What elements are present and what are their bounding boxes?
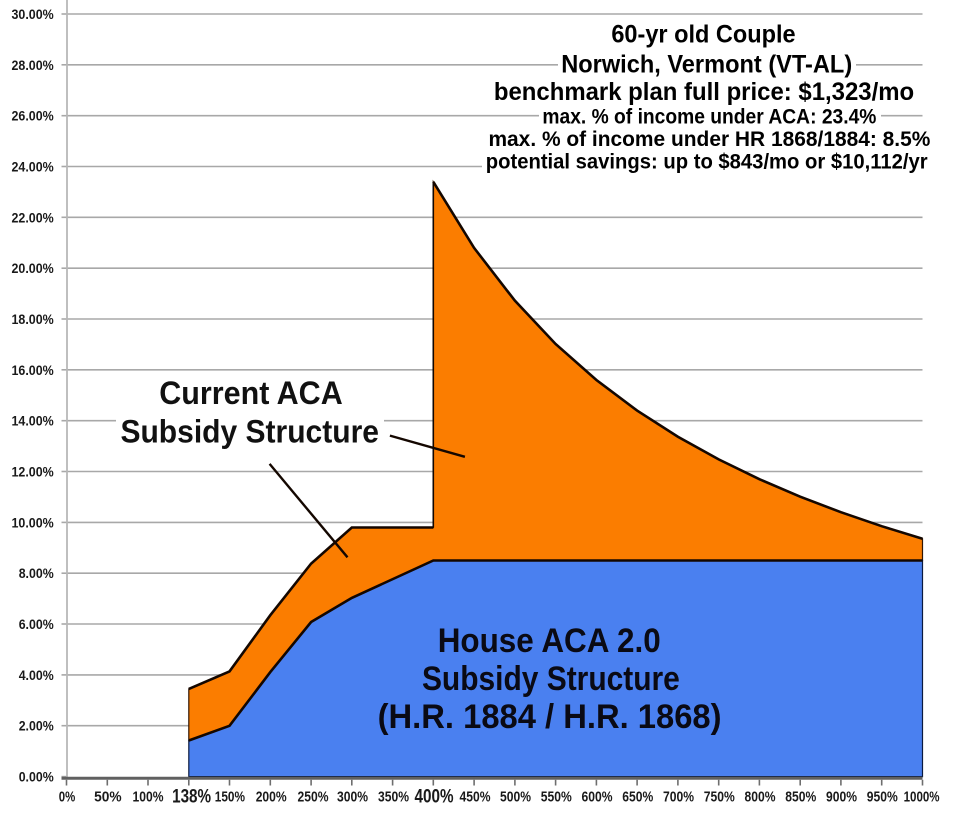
svg-text:max. % of income under HR 1868: max. % of income under HR 1868/1884: 8.5…	[488, 128, 930, 151]
svg-text:18.00%: 18.00%	[12, 311, 55, 327]
svg-text:700%: 700%	[663, 789, 694, 806]
svg-text:500%: 500%	[500, 789, 531, 806]
svg-text:14.00%: 14.00%	[12, 413, 55, 429]
svg-text:750%: 750%	[704, 789, 735, 806]
svg-text:60-yr old Couple: 60-yr old Couple	[611, 21, 795, 49]
svg-text:Current ACA: Current ACA	[159, 375, 342, 411]
svg-text:4.00%: 4.00%	[19, 667, 54, 683]
svg-text:Norwich, Vermont (VT-AL): Norwich, Vermont (VT-AL)	[561, 51, 852, 79]
svg-text:8.00%: 8.00%	[19, 565, 54, 581]
svg-text:26.00%: 26.00%	[12, 108, 55, 124]
svg-text:0.00%: 0.00%	[19, 769, 54, 785]
svg-text:0%: 0%	[59, 789, 76, 806]
svg-text:900%: 900%	[826, 789, 857, 806]
svg-text:950%: 950%	[867, 789, 898, 806]
svg-text:22.00%: 22.00%	[12, 209, 55, 225]
svg-text:House ACA 2.0: House ACA 2.0	[438, 622, 661, 660]
svg-text:(H.R. 1884 / H.R. 1868): (H.R. 1884 / H.R. 1868)	[378, 698, 722, 736]
svg-text:800%: 800%	[745, 789, 776, 806]
svg-text:650%: 650%	[622, 789, 653, 806]
svg-text:100%: 100%	[133, 789, 164, 806]
svg-text:550%: 550%	[541, 789, 572, 806]
svg-text:300%: 300%	[337, 789, 368, 806]
svg-text:16.00%: 16.00%	[12, 362, 55, 378]
svg-text:benchmark plan full price: $1,: benchmark plan full price: $1,323/mo	[494, 78, 914, 106]
svg-text:30.00%: 30.00%	[12, 6, 55, 22]
svg-text:150%: 150%	[215, 789, 245, 806]
svg-text:Subsidy Structure: Subsidy Structure	[120, 414, 379, 450]
svg-text:12.00%: 12.00%	[12, 464, 55, 480]
svg-text:20.00%: 20.00%	[12, 260, 55, 276]
svg-text:350%: 350%	[378, 789, 409, 806]
svg-text:28.00%: 28.00%	[12, 57, 55, 73]
svg-text:450%: 450%	[460, 789, 491, 806]
svg-text:200%: 200%	[256, 789, 287, 806]
svg-text:50%: 50%	[94, 789, 122, 806]
svg-text:1000%: 1000%	[904, 789, 940, 806]
svg-text:6.00%: 6.00%	[19, 616, 54, 632]
svg-text:max. % of income under ACA: 23: max. % of income under ACA: 23.4%	[542, 106, 876, 129]
svg-text:Subsidy Structure: Subsidy Structure	[422, 660, 680, 698]
svg-text:potential savings: up to $843/: potential savings: up to $843/mo or $10,…	[486, 151, 928, 174]
svg-text:850%: 850%	[785, 789, 816, 806]
svg-text:24.00%: 24.00%	[12, 159, 55, 175]
svg-text:400%: 400%	[415, 786, 454, 808]
svg-text:10.00%: 10.00%	[12, 514, 55, 530]
svg-text:2.00%: 2.00%	[19, 718, 54, 734]
svg-text:250%: 250%	[298, 789, 329, 806]
svg-text:138%: 138%	[172, 786, 211, 808]
svg-text:600%: 600%	[582, 789, 613, 806]
